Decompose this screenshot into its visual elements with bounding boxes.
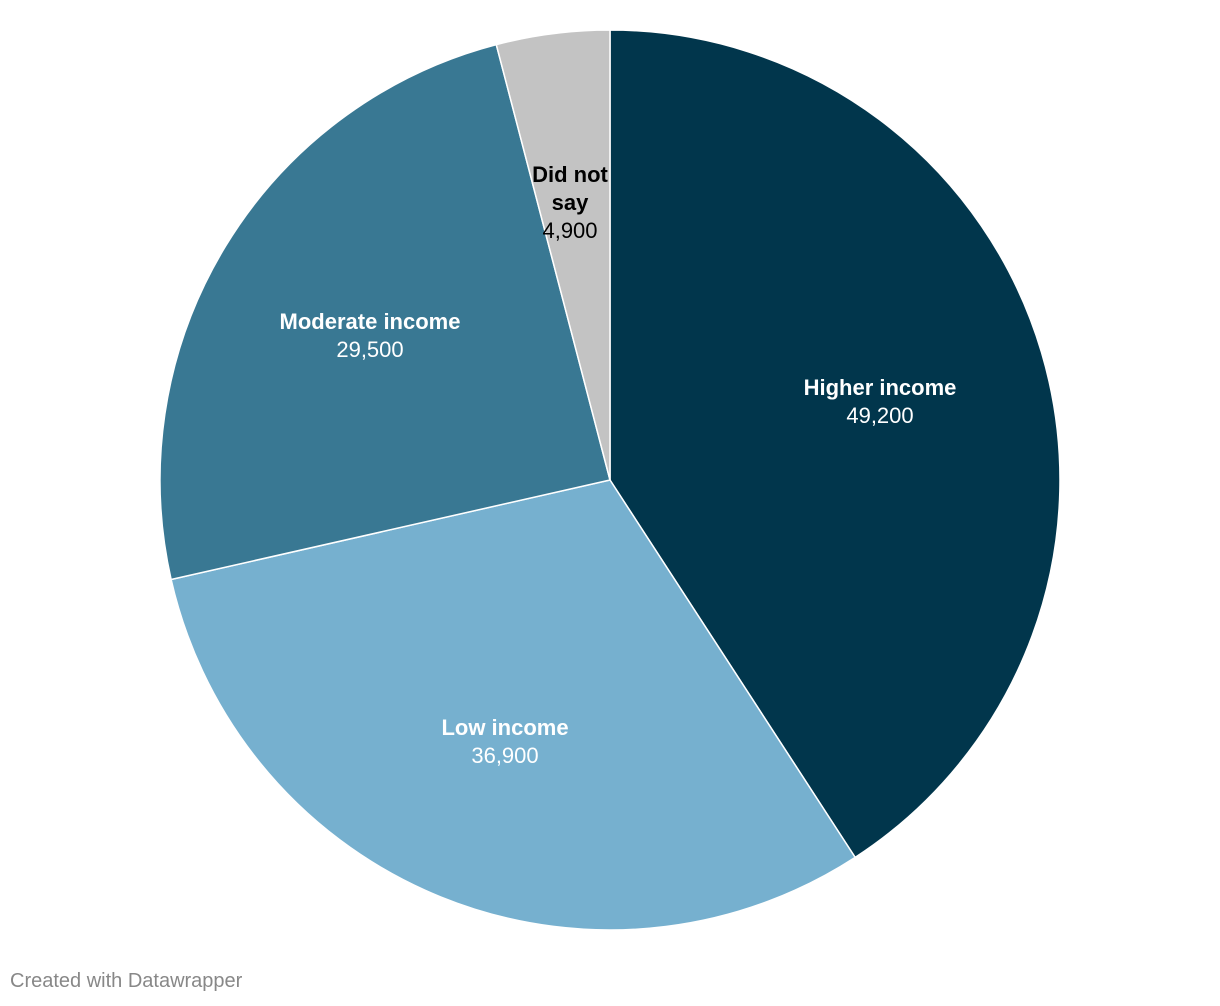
slice-value-low-income: 36,900 <box>471 743 538 768</box>
pie-slice-higher-income[interactable] <box>609 29 1061 859</box>
slice-label-higher-income: Higher income 49,200 <box>804 375 957 428</box>
slice-label-moderate-income: Moderate income 29,500 <box>280 309 461 362</box>
slice-value-higher-income: 49,200 <box>846 403 913 428</box>
slice-label-low-income: Low income 36,900 <box>441 715 568 768</box>
slice-label-did-not-say: Did not say 4,900 <box>532 162 608 243</box>
pie-slices <box>159 29 1061 931</box>
pie-slice-did-not-say[interactable] <box>495 29 611 481</box>
datawrapper-credit[interactable]: Created with Datawrapper <box>10 970 243 992</box>
slice-value-moderate-income: 29,500 <box>336 337 403 362</box>
slice-value-did-not-say: 4,900 <box>542 218 597 243</box>
pie-slice-moderate-income[interactable] <box>159 43 611 581</box>
pie-slice-low-income[interactable] <box>170 479 857 931</box>
slice-labels: Higher income 49,200 Low income 36,900 Moder… <box>280 162 957 768</box>
